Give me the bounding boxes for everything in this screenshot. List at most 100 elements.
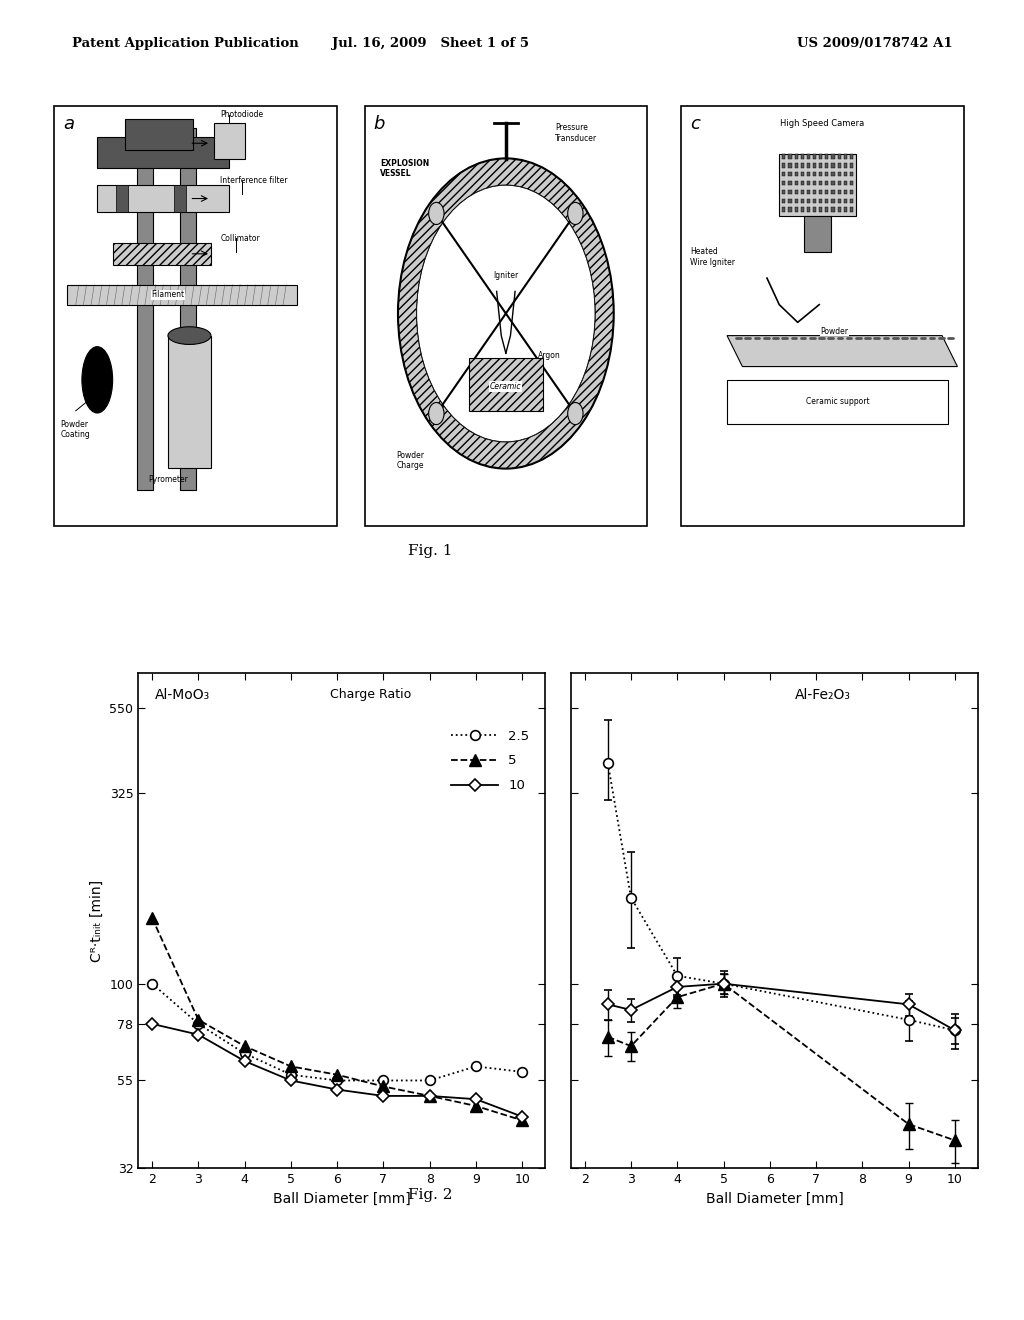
Text: Al-Fe₂O₃: Al-Fe₂O₃ — [795, 688, 851, 702]
Bar — [850, 207, 853, 211]
Bar — [831, 181, 835, 185]
Ellipse shape — [82, 347, 113, 413]
Text: Heated
Wire Igniter: Heated Wire Igniter — [690, 247, 735, 267]
Text: c: c — [690, 115, 700, 132]
Text: Patent Application Publication: Patent Application Publication — [72, 37, 298, 50]
Text: Powder: Powder — [820, 327, 849, 335]
Bar — [813, 154, 816, 158]
Bar — [681, 106, 964, 525]
Text: High Speed Camera: High Speed Camera — [780, 119, 864, 128]
Bar — [819, 190, 822, 194]
Bar — [825, 190, 828, 194]
Bar — [807, 172, 810, 177]
Bar — [801, 172, 804, 177]
Bar — [779, 154, 856, 216]
Bar — [795, 164, 798, 168]
Bar — [844, 190, 847, 194]
Text: Interference filter: Interference filter — [220, 177, 288, 185]
Bar — [54, 106, 337, 525]
Bar — [795, 207, 798, 211]
Bar — [168, 335, 211, 469]
Bar — [838, 172, 841, 177]
Bar — [838, 198, 841, 203]
Bar — [137, 128, 153, 491]
Bar — [819, 154, 822, 158]
Bar — [788, 172, 792, 177]
Bar — [850, 154, 853, 158]
Text: Pressure
Transducer: Pressure Transducer — [555, 123, 597, 143]
Bar — [807, 190, 810, 194]
Bar — [844, 198, 847, 203]
Bar — [469, 358, 543, 411]
Bar — [825, 181, 828, 185]
Bar — [113, 243, 211, 265]
Bar — [819, 172, 822, 177]
Bar — [365, 106, 647, 525]
Circle shape — [429, 202, 444, 224]
Bar — [214, 123, 245, 158]
Circle shape — [567, 202, 583, 224]
Bar — [782, 164, 785, 168]
Circle shape — [417, 185, 595, 442]
Bar — [801, 181, 804, 185]
Ellipse shape — [168, 327, 211, 345]
Bar — [795, 172, 798, 177]
Bar — [97, 185, 229, 211]
Bar — [813, 198, 816, 203]
Bar — [819, 164, 822, 168]
Text: b: b — [374, 115, 385, 132]
Bar — [838, 164, 841, 168]
Legend: 2.5, 5, 10: 2.5, 5, 10 — [446, 725, 535, 797]
Text: Jul. 16, 2009   Sheet 1 of 5: Jul. 16, 2009 Sheet 1 of 5 — [332, 37, 528, 50]
Text: Filament: Filament — [152, 290, 184, 300]
X-axis label: Ball Diameter [mm]: Ball Diameter [mm] — [706, 1192, 844, 1205]
Text: US 2009/0178742 A1: US 2009/0178742 A1 — [797, 37, 952, 50]
Bar — [813, 207, 816, 211]
Bar — [788, 164, 792, 168]
Bar — [844, 154, 847, 158]
Bar — [844, 181, 847, 185]
Bar — [850, 198, 853, 203]
Text: Ceramic: Ceramic — [490, 381, 521, 391]
Bar — [801, 190, 804, 194]
Bar — [825, 198, 828, 203]
Bar — [825, 164, 828, 168]
Bar — [782, 190, 785, 194]
Bar — [813, 172, 816, 177]
Y-axis label: Cᴿ·tᵢₙᵢₜ [min]: Cᴿ·tᵢₙᵢₜ [min] — [90, 879, 103, 962]
Bar — [180, 128, 196, 491]
Bar — [807, 181, 810, 185]
Bar — [795, 181, 798, 185]
Bar — [801, 207, 804, 211]
Bar — [807, 164, 810, 168]
Bar — [788, 190, 792, 194]
Bar — [831, 198, 835, 203]
Wedge shape — [398, 158, 613, 469]
Bar — [807, 207, 810, 211]
Circle shape — [429, 403, 444, 425]
Bar — [825, 207, 828, 211]
Bar — [850, 190, 853, 194]
Bar — [850, 172, 853, 177]
Text: Powder
Charge: Powder Charge — [396, 451, 425, 470]
Bar — [850, 164, 853, 168]
Text: Argon: Argon — [538, 351, 560, 360]
Bar — [819, 207, 822, 211]
Bar — [831, 154, 835, 158]
Bar — [807, 198, 810, 203]
Bar — [782, 172, 785, 177]
Bar — [819, 181, 822, 185]
Text: EXPLOSION
VESSEL: EXPLOSION VESSEL — [380, 158, 429, 178]
Bar — [788, 181, 792, 185]
Bar — [125, 119, 193, 150]
Text: Fig. 1: Fig. 1 — [408, 544, 453, 558]
Text: Powder
Coating: Powder Coating — [60, 420, 90, 440]
Bar — [813, 181, 816, 185]
Bar — [727, 380, 948, 424]
Bar — [807, 154, 810, 158]
Text: Charge Ratio: Charge Ratio — [330, 688, 411, 701]
Bar — [831, 172, 835, 177]
Bar — [844, 207, 847, 211]
Bar — [819, 198, 822, 203]
Bar — [825, 172, 828, 177]
